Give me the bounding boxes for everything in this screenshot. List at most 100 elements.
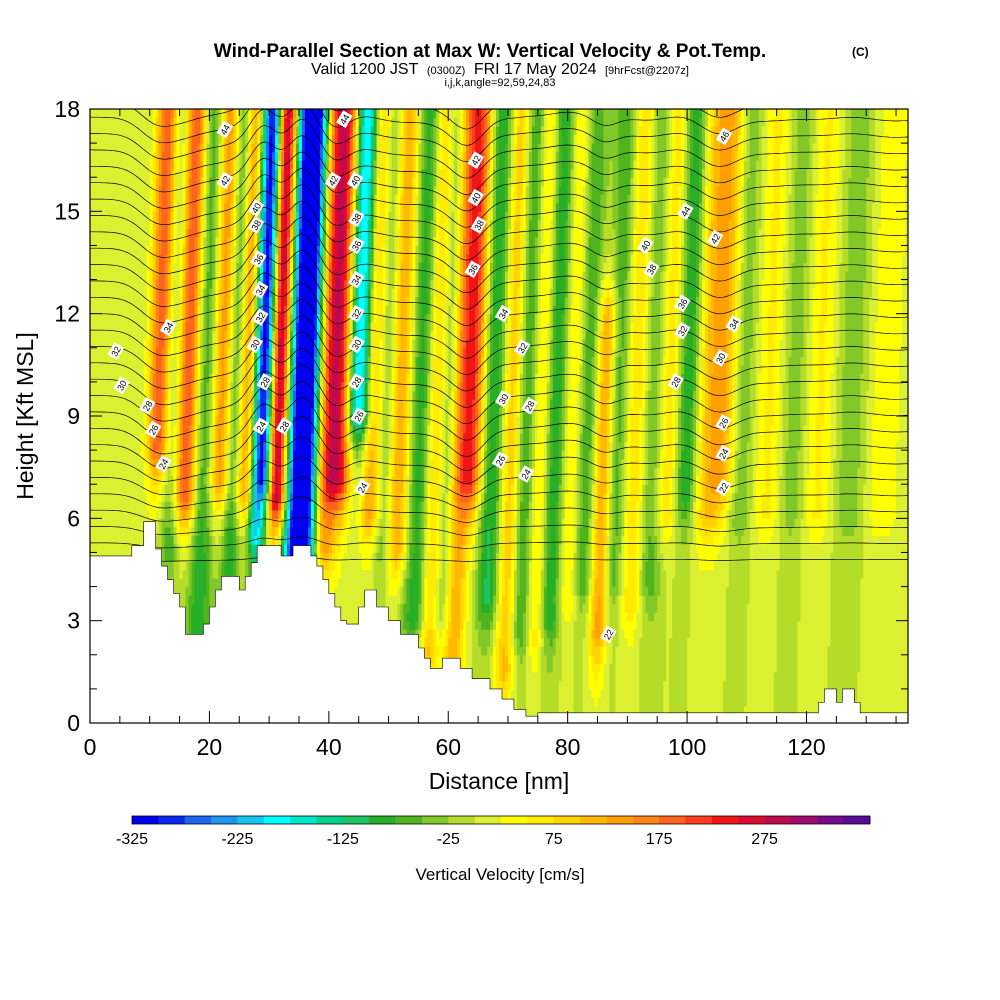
velocity-cell: [845, 271, 849, 536]
velocity-cell: [146, 458, 151, 477]
isotherm-label: 32: [251, 308, 269, 326]
velocity-cell: [293, 253, 297, 272]
isentrope-line: [90, 217, 908, 277]
velocity-cell: [648, 109, 652, 127]
velocity-cell: [797, 109, 802, 451]
velocity-cell: [785, 288, 790, 451]
velocity-cell: [242, 330, 246, 374]
velocity-cell: [636, 501, 640, 613]
isentrope-line: [90, 496, 908, 523]
velocity-cell: [284, 467, 288, 485]
velocity-cell: [367, 416, 372, 426]
velocity-cell: [239, 501, 243, 511]
velocity-cell: [349, 339, 354, 366]
velocity-cell: [266, 484, 270, 494]
velocity-cell: [463, 620, 467, 681]
velocity-cell: [618, 595, 623, 723]
velocity-cell: [331, 552, 336, 571]
isotherm-label-text: 28: [278, 420, 292, 434]
velocity-cell: [394, 322, 399, 383]
velocity-cell: [421, 629, 425, 647]
velocity-cell: [546, 322, 551, 383]
velocity-cell: [576, 526, 581, 596]
isotherm-label-text: 44: [218, 123, 232, 137]
velocity-cell: [224, 484, 228, 494]
colorbar-swatch: [132, 816, 159, 824]
velocity-cell: [710, 219, 715, 374]
isotherm-label: 26: [715, 413, 732, 432]
velocity-cell: [737, 279, 742, 357]
velocity-cell: [525, 518, 530, 596]
velocity-cell: [543, 160, 548, 417]
velocity-cell: [352, 484, 357, 494]
velocity-cell: [770, 109, 775, 212]
velocity-cell: [319, 398, 324, 417]
velocity-cell: [812, 509, 817, 519]
velocity-cell: [451, 109, 455, 212]
velocity-cell: [218, 492, 222, 502]
velocity-cell: [227, 347, 231, 392]
velocity-cell: [272, 475, 276, 494]
velocity-cell: [773, 330, 778, 519]
velocity-cell: [316, 288, 321, 315]
velocity-cell: [493, 526, 497, 596]
velocity-cell: [433, 236, 437, 298]
velocity-cell: [818, 543, 823, 723]
velocity-cell: [278, 339, 282, 468]
velocity-cell: [842, 535, 846, 723]
velocity-cell: [325, 253, 330, 281]
velocity-cell: [731, 398, 736, 468]
velocity-cell: [857, 467, 861, 673]
velocity-cell: [600, 296, 605, 306]
velocity-cell: [218, 535, 222, 562]
velocity-cell: [146, 245, 151, 340]
velocity-cell: [275, 109, 279, 136]
velocity-cell: [328, 509, 333, 528]
velocity-cell: [278, 501, 282, 511]
velocity-cell: [290, 245, 294, 264]
velocity-cell: [427, 373, 431, 426]
velocity-cell: [454, 117, 458, 204]
velocity-cell: [713, 126, 718, 281]
velocity-cell: [764, 543, 769, 723]
velocity-cell: [460, 288, 464, 332]
velocity-cell: [501, 313, 506, 366]
velocity-cell: [266, 143, 270, 178]
velocity-cell: [875, 535, 879, 723]
velocity-cell: [552, 595, 557, 605]
velocity-cell: [373, 535, 378, 554]
isotherm-label: 34: [251, 280, 269, 299]
velocity-cell: [507, 279, 512, 332]
velocity-cell: [621, 629, 625, 723]
velocity-cell: [496, 637, 500, 690]
velocity-cell: [788, 535, 793, 723]
velocity-cell: [340, 484, 345, 494]
velocity-cell: [221, 518, 225, 536]
velocity-cell: [606, 253, 611, 272]
velocity-cell: [654, 109, 658, 204]
velocity-cell: [343, 501, 348, 511]
velocity-cell: [522, 228, 527, 281]
velocity-cell: [591, 109, 596, 144]
velocity-cell: [415, 620, 419, 630]
isotherm-label: 40: [637, 236, 654, 255]
velocity-cell: [272, 279, 276, 289]
velocity-cell: [609, 253, 614, 281]
velocity-cell: [361, 441, 366, 451]
velocity-cell: [833, 458, 837, 723]
velocity-cell: [188, 228, 193, 426]
velocity-cell: [161, 407, 166, 451]
velocity-cell: [313, 356, 318, 383]
velocity-cell: [364, 441, 369, 451]
isotherm-label: 24: [715, 444, 732, 463]
velocity-cell: [678, 467, 682, 511]
velocity-cell: [543, 526, 548, 588]
velocity-cell: [896, 441, 900, 723]
velocity-cell: [528, 109, 533, 153]
velocity-cell: [140, 433, 145, 460]
valid-time: Valid 1200 JST: [311, 61, 419, 78]
velocity-cell: [615, 450, 620, 536]
velocity-cell: [433, 117, 437, 187]
velocity-cell: [824, 322, 828, 528]
velocity-cell: [457, 253, 461, 298]
